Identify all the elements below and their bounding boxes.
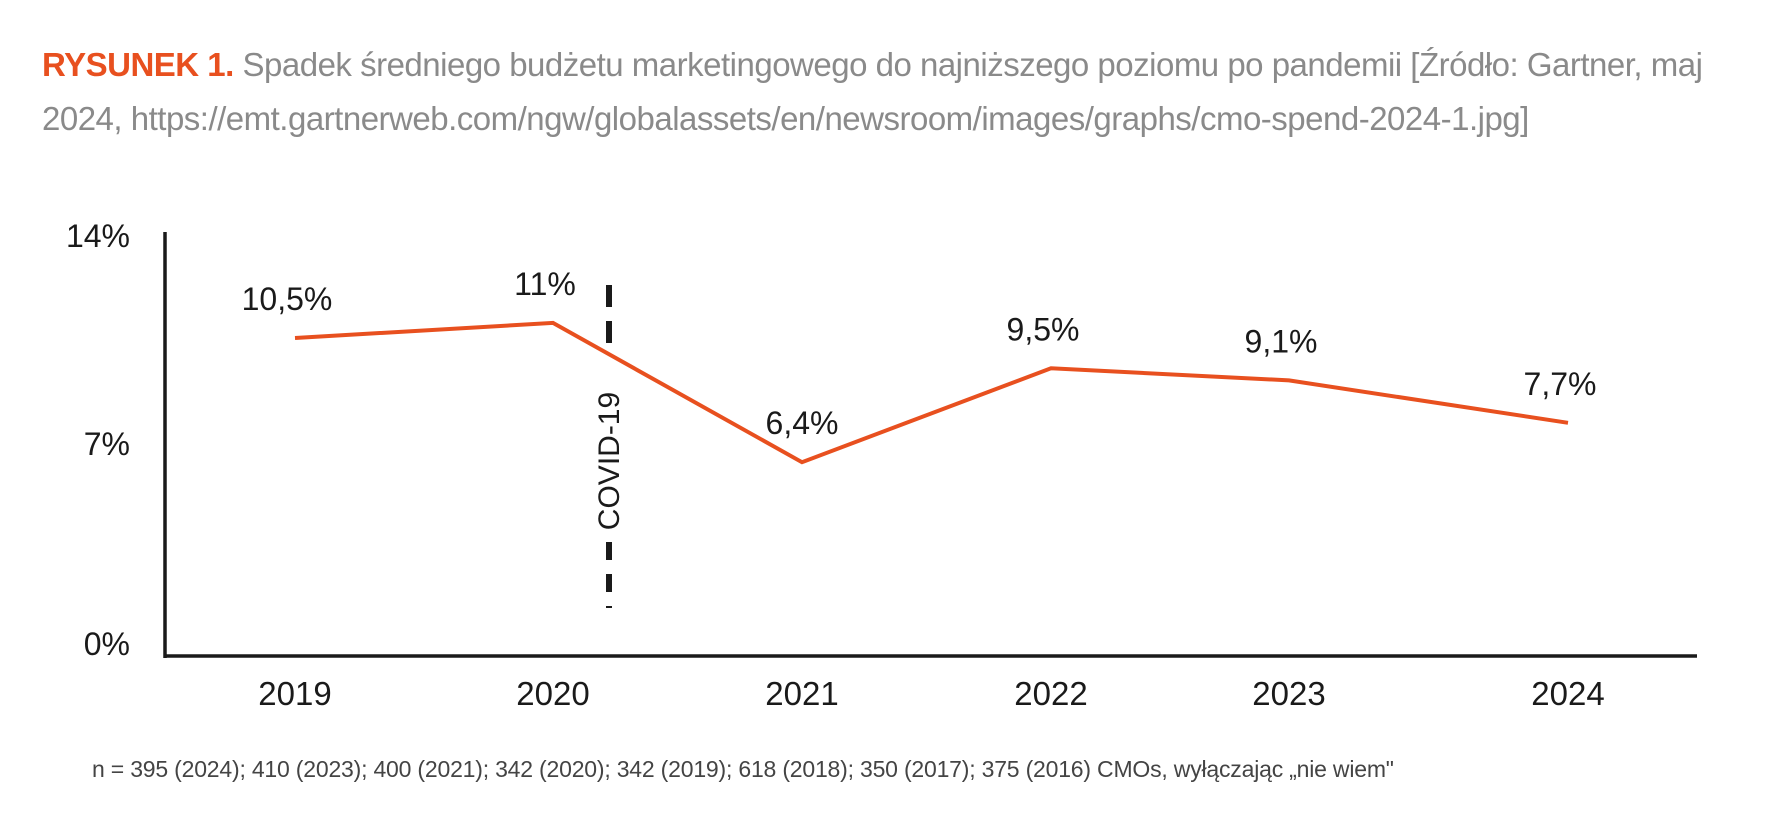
data-label: 11%	[514, 266, 576, 302]
figure-title: Spadek średniego budżetu marketingowego …	[42, 46, 1703, 137]
covid-annotation: COVID-19	[593, 285, 626, 608]
x-tick-label: 2020	[516, 675, 589, 712]
sample-size-footnote: n = 395 (2024); 410 (2023); 400 (2021); …	[92, 756, 1394, 782]
y-tick-label: 0%	[84, 626, 130, 662]
y-tick-label: 7%	[84, 426, 130, 462]
data-label: 6,4%	[766, 405, 839, 441]
figure-caption: RYSUNEK 1. Spadek średniego budżetu mark…	[42, 38, 1762, 146]
covid-label: COVID-19	[593, 392, 626, 530]
x-tick-label: 2019	[258, 675, 331, 712]
series-layer	[294, 320, 1569, 465]
line-chart: 0% 7% 14% 2019 2020 2021 2022 2023 2024 COVID-19…	[66, 218, 1697, 712]
series-line	[294, 320, 1569, 465]
x-tick-label: 2024	[1531, 675, 1604, 712]
data-label: 7,7%	[1524, 366, 1597, 402]
x-tick-label: 2023	[1252, 675, 1325, 712]
x-tick-label: 2022	[1014, 675, 1087, 712]
y-tick-label: 14%	[66, 218, 130, 254]
data-label: 10,5%	[242, 281, 333, 317]
data-label-layer: 10,5% 11% 6,4% 9,5% 9,1% 7,7%	[242, 266, 1597, 441]
x-tick-label: 2021	[765, 675, 838, 712]
chart-axes: 0% 7% 14% 2019 2020 2021 2022 2023 2024	[66, 218, 1697, 712]
data-label: 9,5%	[1007, 311, 1080, 347]
data-label: 9,1%	[1245, 323, 1318, 359]
figure-label: RYSUNEK 1.	[42, 46, 234, 83]
